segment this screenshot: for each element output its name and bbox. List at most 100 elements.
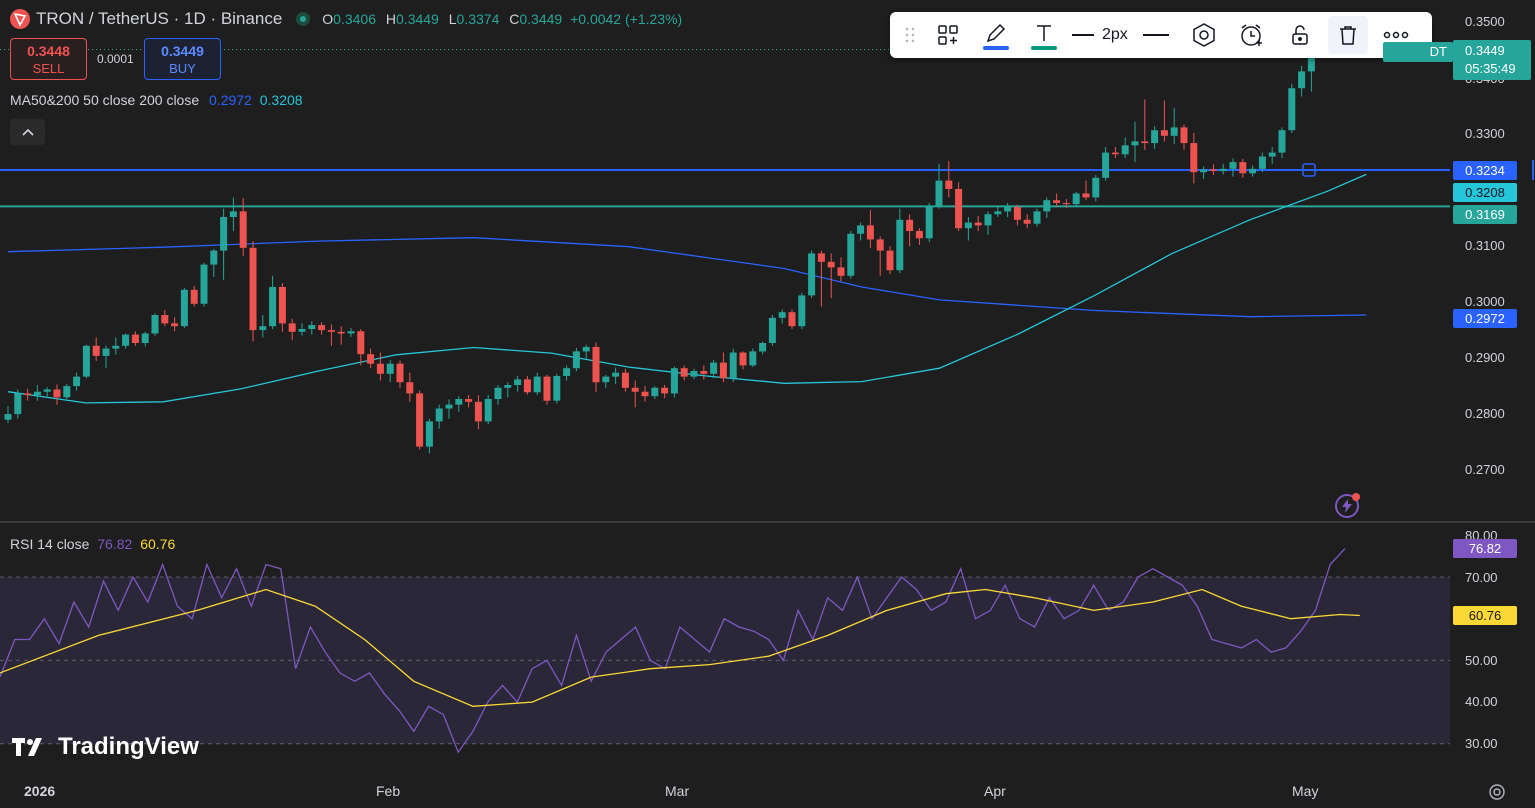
- candle: [82, 344, 90, 379]
- candle-body: [1082, 193, 1090, 198]
- ma-legend[interactable]: MA50&200 50 close 200 close 0.2972 0.320…: [10, 92, 303, 108]
- line-style-icon[interactable]: [1136, 16, 1176, 54]
- price-tick: 0.3300: [1465, 126, 1505, 141]
- candle: [1268, 147, 1276, 164]
- candle: [915, 228, 923, 245]
- candle: [151, 313, 159, 336]
- candle-body: [1062, 203, 1070, 205]
- candle: [171, 317, 179, 332]
- candle: [1249, 165, 1257, 177]
- candle: [945, 161, 953, 198]
- candle: [768, 315, 776, 346]
- candle: [1102, 147, 1110, 181]
- tradingview-logo-icon: [12, 738, 42, 756]
- low-label: L: [448, 11, 457, 27]
- rsi-legend-title: RSI 14 close: [10, 536, 90, 552]
- candle: [494, 385, 502, 405]
- candle-body: [122, 334, 130, 346]
- candle-body: [1121, 145, 1129, 155]
- templates-icon[interactable]: [928, 16, 968, 54]
- candle: [817, 250, 825, 307]
- time-axis[interactable]: [0, 776, 1450, 808]
- candle: [857, 222, 865, 241]
- candle: [896, 208, 904, 273]
- rsi-legend-value: 76.82: [97, 536, 133, 552]
- candle: [1200, 166, 1208, 179]
- text-icon[interactable]: [1024, 16, 1064, 54]
- candle: [1229, 158, 1237, 177]
- candle-body: [710, 362, 718, 374]
- candle-body: [974, 222, 982, 226]
- rsi-chart[interactable]: [0, 523, 1450, 775]
- candle-body: [82, 345, 90, 377]
- pencil-icon[interactable]: [976, 16, 1016, 54]
- drag-handle-icon[interactable]: [900, 16, 920, 54]
- candle: [631, 380, 639, 408]
- candle: [974, 215, 982, 231]
- candle-body: [994, 211, 1002, 215]
- candle: [739, 351, 747, 370]
- rsi-pane[interactable]: [0, 523, 1450, 775]
- candle: [1141, 99, 1149, 150]
- candle-body: [318, 325, 326, 331]
- candle-body: [435, 408, 443, 422]
- open-value: 0.3406: [333, 11, 376, 27]
- candle-body: [455, 399, 463, 405]
- candle-body: [1249, 168, 1257, 174]
- rsi-legend[interactable]: RSI 14 close 76.82 60.76: [10, 536, 175, 552]
- candle: [4, 406, 12, 424]
- lock-icon[interactable]: [1280, 16, 1320, 54]
- more-icon[interactable]: [1376, 16, 1416, 54]
- candle: [1043, 197, 1051, 219]
- candle-body: [416, 393, 424, 447]
- candle-body: [1170, 127, 1178, 136]
- candle-body: [808, 253, 816, 296]
- candle: [1278, 127, 1286, 159]
- bar-countdown: 05:35:49: [1465, 61, 1516, 76]
- candle: [357, 329, 365, 366]
- candle: [318, 322, 326, 335]
- symbol-title[interactable]: TRON / TetherUS · 1D · Binance: [36, 9, 283, 28]
- date-label: Feb: [376, 783, 401, 799]
- candle: [425, 418, 433, 454]
- candle-body: [337, 331, 345, 334]
- rsi-tick: 70.00: [1465, 570, 1498, 585]
- candle-body: [357, 331, 365, 355]
- candle-body: [151, 315, 159, 334]
- collapse-legend-button[interactable]: [10, 119, 45, 145]
- candle: [131, 331, 139, 346]
- candle-body: [367, 354, 375, 364]
- price-tick: 0.3000: [1465, 294, 1505, 309]
- low-value: 0.3374: [456, 11, 500, 27]
- market-status-icon: [296, 12, 311, 26]
- trash-icon[interactable]: [1327, 16, 1368, 54]
- rsi-ma-legend-value: 60.76: [140, 536, 176, 552]
- candle-body: [729, 352, 737, 379]
- candle-body: [425, 421, 433, 447]
- candle-body: [269, 287, 277, 327]
- pane-divider[interactable]: [0, 521, 1535, 523]
- price-pane[interactable]: [0, 0, 1450, 522]
- buy-button[interactable]: 0.3449 BUY: [144, 38, 221, 80]
- lightning-icon[interactable]: [1335, 493, 1360, 518]
- candle-body: [514, 379, 522, 385]
- tradingview-logo[interactable]: TradingView: [12, 733, 199, 761]
- candle-body: [876, 239, 884, 251]
- candle: [1219, 163, 1227, 175]
- settings-hexagon-icon[interactable]: [1184, 16, 1224, 54]
- candle-body: [92, 345, 100, 356]
- candlestick-chart[interactable]: [0, 0, 1450, 522]
- candle: [1160, 100, 1168, 142]
- ma-legend-title: MA50&200 50 close 200 close: [10, 92, 200, 108]
- rsi-line: [0, 548, 1346, 754]
- candle-body: [53, 389, 61, 398]
- sell-button[interactable]: 0.3448 SELL: [10, 38, 87, 80]
- line-width-button[interactable]: 2px: [1072, 16, 1128, 54]
- candle: [572, 348, 580, 371]
- candle-body: [1004, 206, 1012, 212]
- alert-clock-icon[interactable]: [1232, 16, 1272, 54]
- settings-gear-icon[interactable]: [1488, 783, 1506, 806]
- candle-body: [964, 222, 972, 229]
- candle: [220, 208, 228, 280]
- candle: [1170, 107, 1178, 145]
